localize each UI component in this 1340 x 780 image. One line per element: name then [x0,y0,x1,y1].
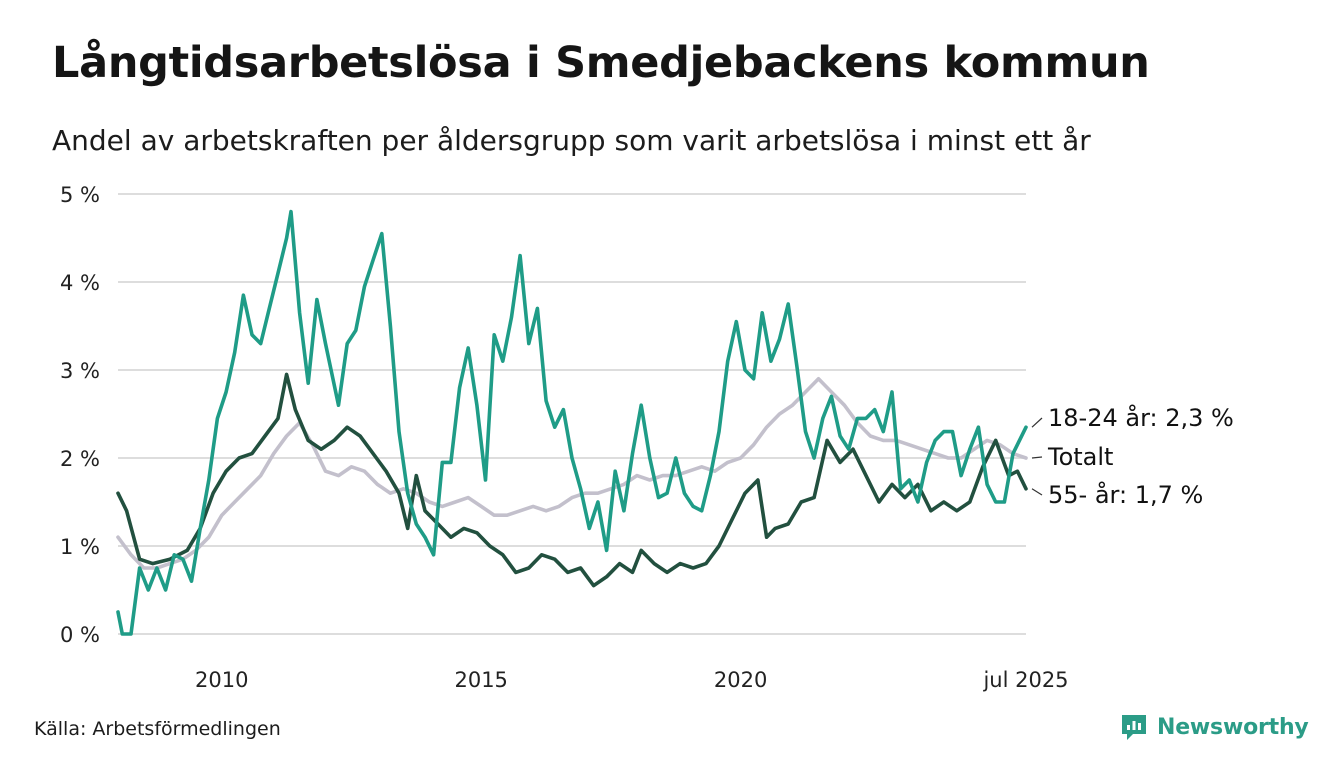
y-tick-label: 5 % [60,183,100,207]
leader-line-youth [1031,417,1043,428]
leader-line-older [1031,488,1043,496]
series-end-labels: Totalt 55- år: 1,7 % 18-24 år: 2,3 % [1031,403,1234,509]
x-tick-label: 2010 [195,668,248,692]
series-line-older [116,372,1028,588]
line-chart: 0 %1 %2 %3 %4 %5 % 2010 2015 2020 jul 2025 … [60,183,1234,692]
x-tick-label: jul 2025 [982,668,1068,692]
newsworthy-logo-icon [1122,715,1146,740]
gridlines [118,193,1026,635]
y-tick-label: 4 % [60,271,100,295]
series-label-total: Totalt [1047,443,1113,471]
series-line-youth [116,209,1028,636]
x-axis-labels: 2010 2015 2020 jul 2025 [195,668,1069,692]
y-tick-label: 2 % [60,447,100,471]
y-tick-label: 0 % [60,623,100,647]
brand-logo: Newsworthy [1119,712,1309,742]
chart-subtitle: Andel av arbetskraften per åldersgrupp s… [52,124,1091,157]
y-axis-labels: 0 % 1 % 2 % 3 % 4 % 5 % [60,183,100,647]
y-tick-label: 3 % [60,359,100,383]
chart-title: Långtidsarbetslösa i Smedjebackens kommu… [52,38,1150,88]
series-lines [116,209,1028,636]
leader-line-total [1031,456,1043,459]
series-label-older: 55- år: 1,7 % [1048,480,1203,509]
x-tick-label: 2020 [714,668,767,692]
brand-name: Newsworthy [1157,714,1309,740]
source-note: Källa: Arbetsförmedlingen [34,718,281,740]
series-label-youth: 18-24 år: 2,3 % [1048,403,1234,432]
series-line-total [116,377,1028,570]
x-tick-label: 2015 [454,668,507,692]
y-tick-label: 1 % [60,535,100,559]
